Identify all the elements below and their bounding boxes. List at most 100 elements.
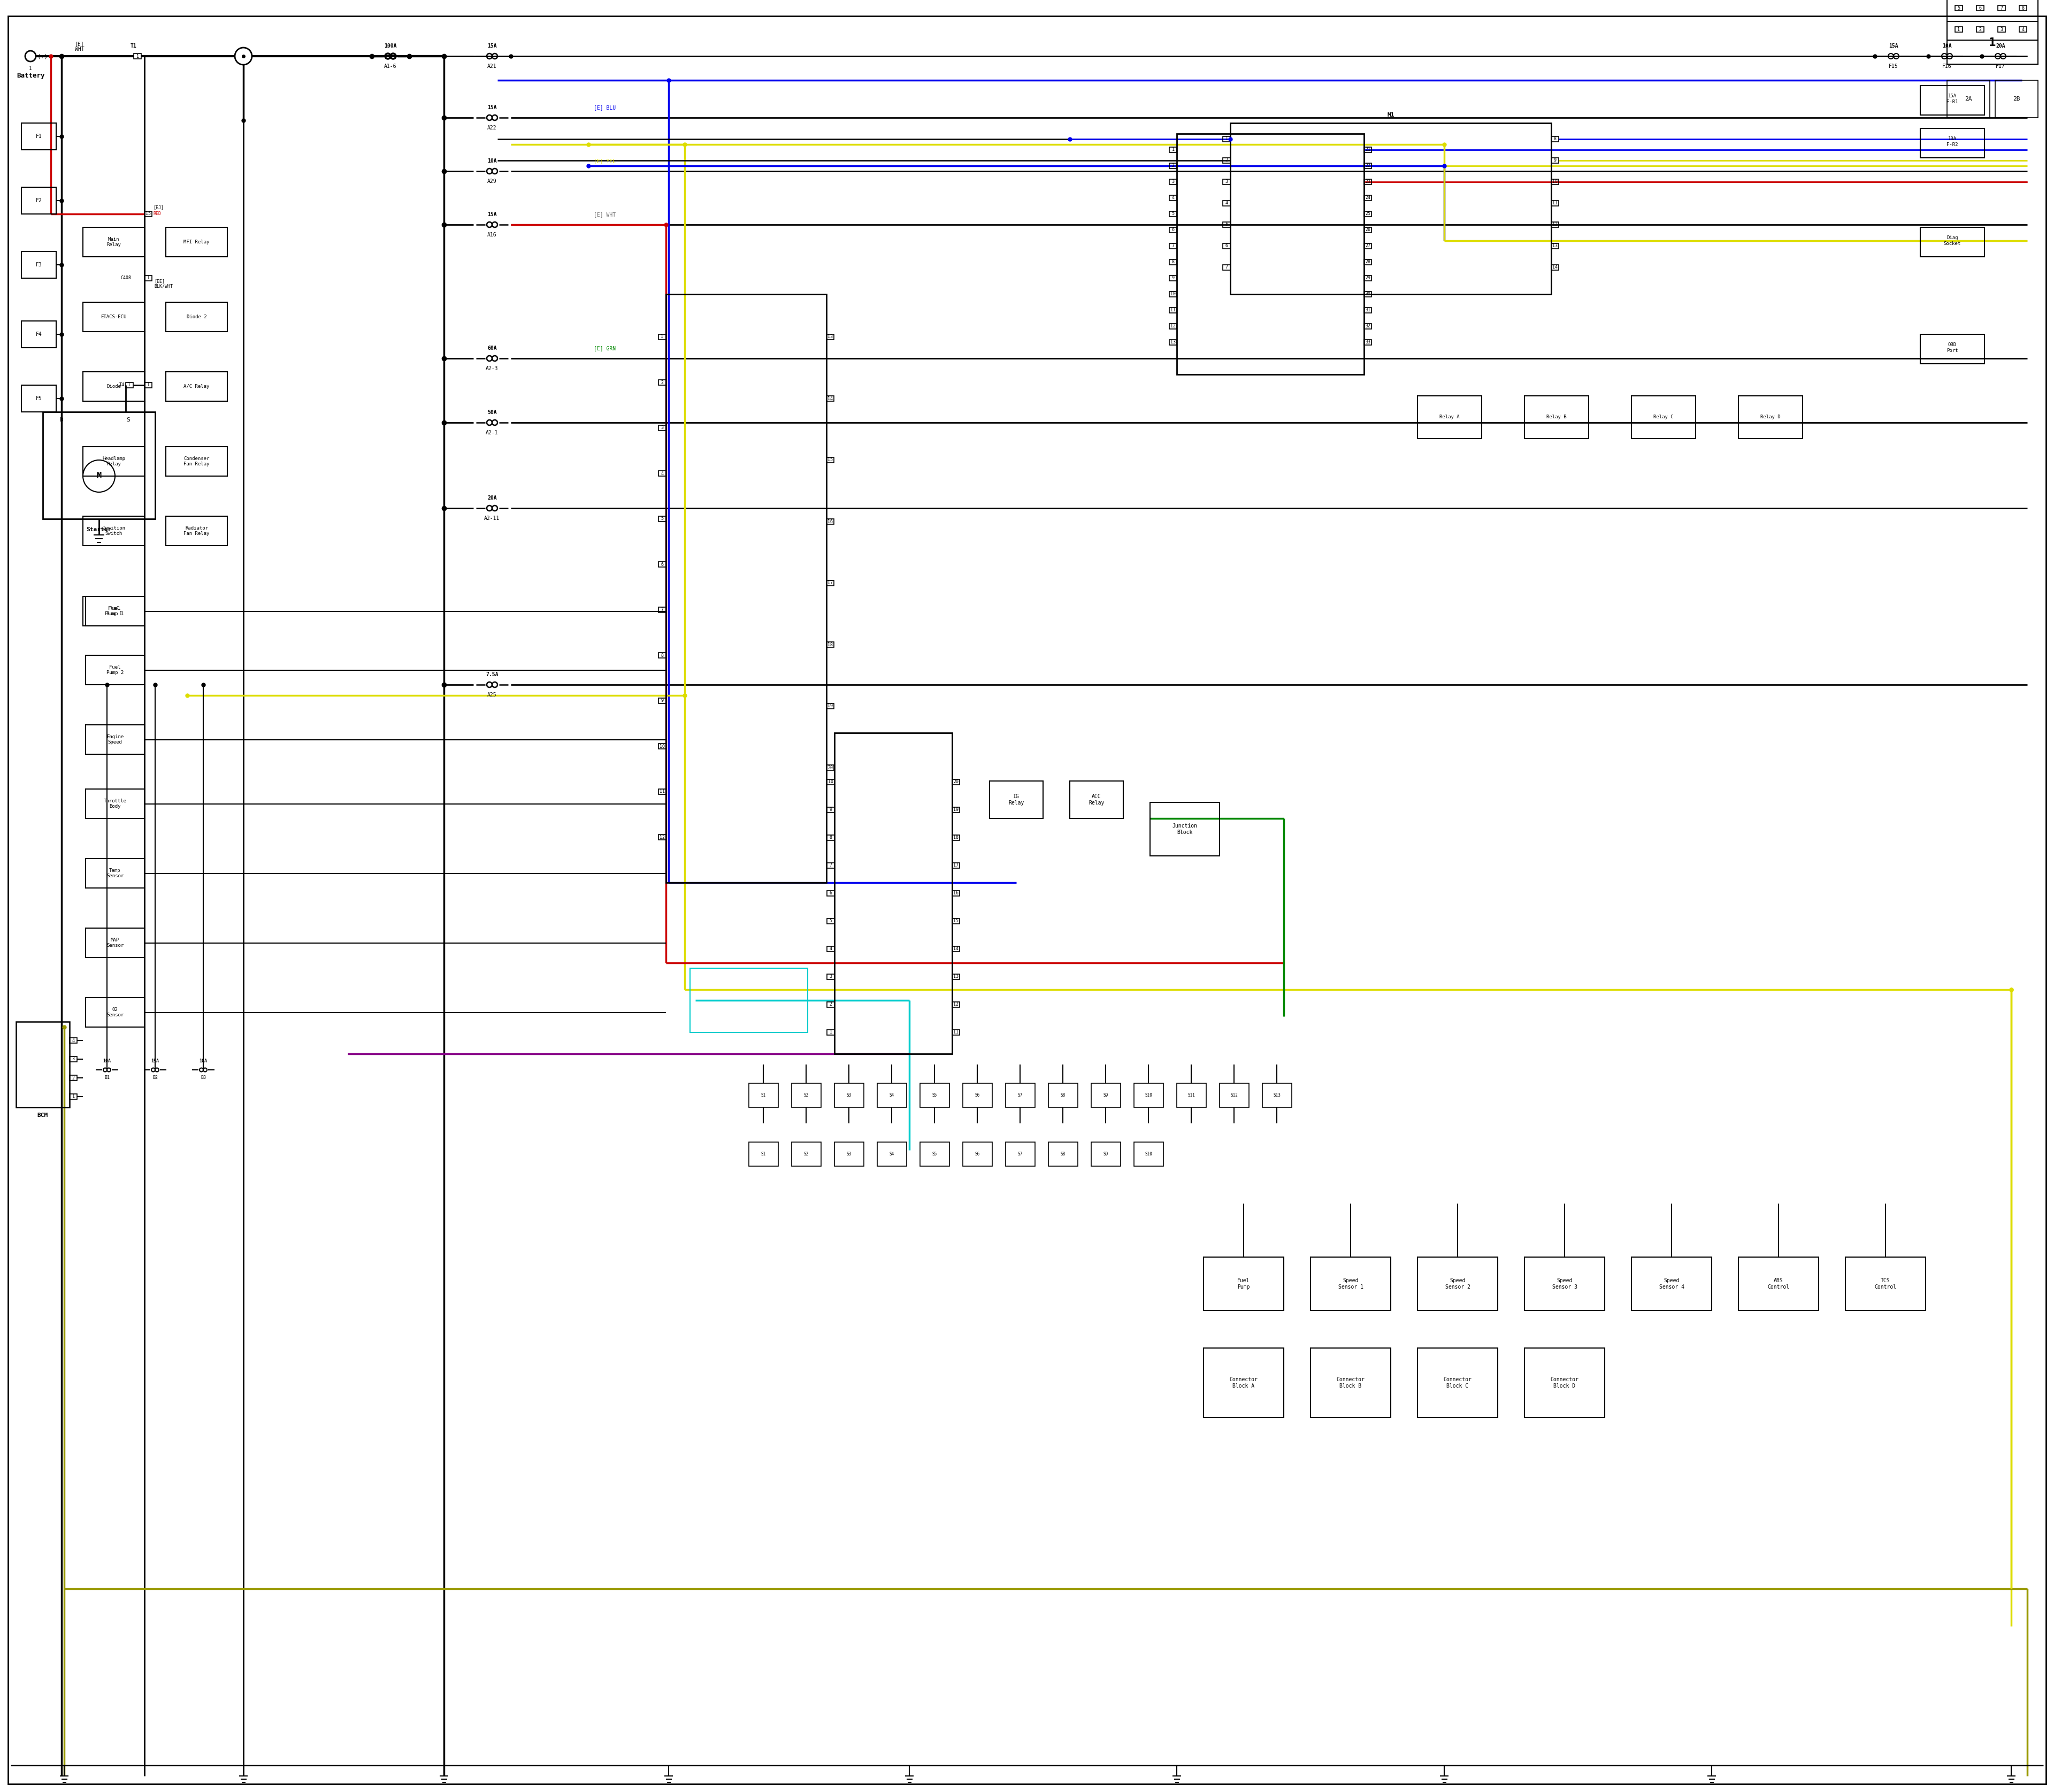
Bar [1364,195,1372,201]
Bar [86,858,144,889]
Text: 20A: 20A [1996,43,2005,48]
Text: B2: B2 [152,1075,158,1081]
Text: 25: 25 [1366,211,1370,217]
Bar [1364,276,1372,281]
Text: 8: 8 [1553,136,1557,142]
Bar [659,561,665,566]
Bar [828,862,834,867]
Text: S3: S3 [846,1093,850,1098]
Text: 30: 30 [1366,292,1370,297]
Bar [86,656,144,685]
Text: 12: 12 [1553,222,1557,228]
Bar [826,642,834,647]
Bar [1204,1348,1284,1417]
Text: 17: 17 [828,581,832,586]
Bar [134,54,142,59]
Bar [1169,260,1177,265]
Text: Diag
Socket: Diag Socket [1943,235,1962,246]
Text: ABS
Control: ABS Control [1768,1278,1789,1290]
Bar [828,780,834,785]
Bar [1169,228,1177,233]
Text: 15A: 15A [487,43,497,48]
Bar [1738,396,1803,439]
Text: 10: 10 [1171,292,1175,297]
Bar [1364,324,1372,330]
Bar [828,946,834,952]
Text: 5: 5 [830,919,832,923]
Text: 6: 6 [661,563,663,566]
Text: 1: 1 [127,383,131,387]
Text: 13: 13 [828,335,832,339]
Text: F17: F17 [1996,65,2005,70]
Bar [1947,81,1990,118]
Bar [166,516,228,545]
Bar [70,1038,78,1043]
Bar [1169,195,1177,201]
Text: Speed
Sensor 1: Speed Sensor 1 [1337,1278,1364,1290]
Bar [82,446,144,477]
Bar [877,1142,906,1167]
Bar [659,425,665,430]
Bar [791,1082,822,1107]
Text: 27: 27 [1366,244,1370,249]
Text: 3: 3 [72,1057,74,1061]
Text: S5: S5 [933,1093,937,1098]
Bar [953,946,959,952]
Text: 26: 26 [1366,228,1370,233]
Text: S6: S6 [976,1152,980,1158]
Bar [990,781,1043,819]
Text: 7: 7 [2001,5,2003,11]
Bar [826,581,834,586]
Text: 20A: 20A [487,495,497,500]
Text: Speed
Sensor 2: Speed Sensor 2 [1446,1278,1471,1290]
Text: S2: S2 [803,1152,809,1158]
Bar [1524,396,1588,439]
Text: S1: S1 [760,1152,766,1158]
Text: 4: 4 [661,471,663,477]
Bar [1417,1256,1497,1310]
Bar [828,1002,834,1007]
Text: 5: 5 [661,516,663,521]
Bar [1844,1256,1927,1310]
Text: Fuel
Pump 2: Fuel Pump 2 [107,665,123,676]
Bar [953,806,959,812]
Bar [70,1057,78,1063]
Bar [826,335,834,340]
Text: 9: 9 [830,808,832,812]
Text: Starter: Starter [86,527,111,532]
Bar [70,1093,78,1098]
Bar [1169,163,1177,168]
Text: S1: S1 [760,1093,766,1098]
Text: 1: 1 [830,1030,832,1034]
Bar [82,597,144,625]
Text: ACC
Relay: ACC Relay [1089,794,1105,805]
Text: A21: A21 [487,65,497,70]
Text: (+): (+) [37,54,49,59]
Text: 2: 2 [1171,163,1175,168]
Bar [953,780,959,785]
Text: 18: 18 [828,642,832,647]
Text: 28: 28 [1366,260,1370,265]
Bar [1364,260,1372,265]
Text: 5: 5 [1224,222,1228,228]
Text: 4: 4 [2021,27,2025,32]
Text: ETACS-ECU: ETACS-ECU [101,315,127,319]
Text: 8: 8 [1171,260,1175,265]
Text: Connector
Block B: Connector Block B [1337,1376,1364,1389]
Text: Fuel
Pump 1: Fuel Pump 1 [105,606,123,616]
Text: 7: 7 [830,864,832,867]
Text: [E] YEL: [E] YEL [594,158,616,163]
Bar [1920,335,1984,364]
Text: 11: 11 [953,1030,959,1034]
Bar [659,835,665,840]
Text: Relay C: Relay C [1653,414,1674,419]
Text: 2: 2 [1978,27,1982,32]
Bar [1994,81,2038,118]
Bar [1551,244,1559,249]
Text: 32: 32 [1366,324,1370,328]
Text: WHT: WHT [74,47,84,52]
Bar [1263,1082,1292,1107]
Text: A/C Relay: A/C Relay [183,383,210,389]
Bar [659,744,665,749]
Bar [1070,781,1124,819]
